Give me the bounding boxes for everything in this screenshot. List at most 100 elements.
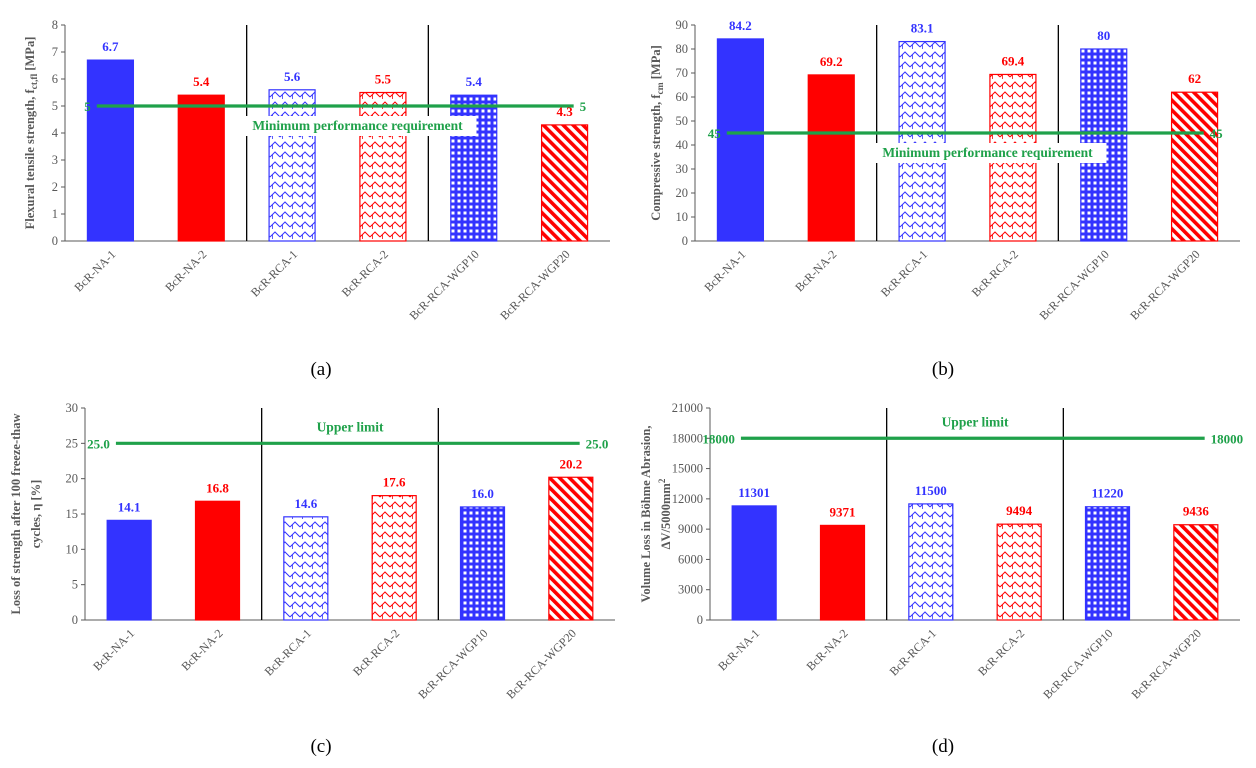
data-label: 6.7 — [102, 39, 119, 54]
y-tick-label: 10 — [676, 210, 689, 224]
y-axis-title-line2-text: cycles, η [%] — [29, 480, 43, 549]
chart-panel-b: 0 10 20 30 40 50 60 70 80 90 Compressive strength,… — [649, 18, 1240, 380]
chart-panel-c: 0 5 10 15 20 25 30 Loss of strength after 100 f… — [9, 401, 615, 757]
category-label: BcR-NA-1 — [71, 247, 118, 294]
y-axis-title-main: Flexural tensile strength, f — [23, 89, 37, 230]
y-axis-title-line2: ΔV/5000mm2 — [657, 478, 673, 549]
y-tick-label: 30 — [66, 401, 79, 415]
category-label: BcR-RCA-1 — [887, 626, 939, 678]
y-tick-label: 30 — [676, 162, 689, 176]
y-tick-label: 0 — [682, 234, 688, 248]
reference-label-right: 5 — [580, 99, 587, 114]
chart-panel-a: 0 1 2 3 4 5 6 7 8 Flexural tensile strength, fct,… — [23, 18, 610, 380]
reference-label-left: 25.0 — [87, 436, 110, 451]
data-label: 69.2 — [820, 54, 843, 69]
data-label: 14.6 — [294, 496, 317, 511]
y-tick-label: 0 — [697, 613, 703, 627]
data-label: 84.2 — [729, 18, 752, 33]
bar-bcr-na-2 — [807, 74, 855, 242]
category-label: BcR-RCA-1 — [248, 247, 300, 299]
reference-text: Upper limit — [317, 419, 384, 434]
bar-bcr-rca-wgp20 — [548, 476, 594, 621]
reference-label-left: 45 — [708, 126, 722, 141]
y-tick-label: 50 — [676, 114, 689, 128]
y-tick-label: 21000 — [672, 401, 703, 415]
data-label: 11500 — [915, 483, 947, 498]
y-tick-label: 4 — [52, 126, 59, 140]
category-label: BcR-RCA-WGP10 — [406, 247, 481, 322]
y-tick-label: 6 — [52, 72, 58, 86]
data-label: 17.6 — [383, 475, 406, 490]
y-axis-title-subscript: ct,fl — [30, 73, 40, 89]
category-label: BcR-RCA-2 — [975, 626, 1027, 678]
y-tick-label: 5 — [72, 578, 78, 592]
category-label: BcR-RCA-WGP10 — [1040, 626, 1115, 701]
data-label: 80 — [1097, 28, 1110, 43]
reference-label-left: 5 — [84, 99, 91, 114]
bar-bcr-na-2 — [194, 500, 241, 621]
reference-text-background — [238, 116, 477, 136]
y-axis-title: Compressive strength, fcm [MPa] — [649, 45, 666, 221]
bar-bcr-na-1 — [106, 519, 152, 621]
panel-caption: (c) — [310, 736, 331, 757]
y-tick-label: 2 — [52, 180, 58, 194]
data-label: 5.6 — [284, 69, 301, 84]
category-label: BcR-RCA-1 — [878, 247, 930, 299]
category-label: BcR-RCA-WGP20 — [497, 247, 572, 322]
category-label: BcR-RCA-WGP10 — [415, 626, 490, 701]
reference-label-right: 18000 — [1211, 431, 1244, 446]
category-label: BcR-RCA-WGP20 — [1129, 626, 1204, 701]
y-tick-label: 3000 — [678, 583, 703, 597]
y-axis-title-line2: cycles, η [%] — [29, 480, 43, 549]
data-label: 4.3 — [556, 104, 573, 119]
y-tick-label: 0 — [72, 613, 78, 627]
y-tick-label: 15000 — [672, 462, 703, 476]
category-label: BcR-NA-1 — [701, 247, 748, 294]
reference-text: Minimum performance requirement — [252, 118, 463, 133]
y-tick-label: 9000 — [678, 522, 703, 536]
y-tick-label: 7 — [52, 45, 58, 59]
y-tick-label: 80 — [676, 42, 689, 56]
bar-bcr-rca-wgp10 — [459, 506, 506, 621]
data-label: 20.2 — [559, 456, 582, 471]
bar-bcr-rca-2 — [371, 495, 417, 621]
data-label: 9494 — [1006, 503, 1033, 518]
bar-bcr-na-1 — [86, 59, 135, 242]
y-axis-title-main: Compressive strength, f — [649, 94, 663, 221]
category-label: BcR-NA-2 — [178, 626, 225, 673]
y-axis-title-main: Loss of strength after 100 freeze-thaw — [9, 414, 23, 615]
bar-bcr-rca-wgp20 — [1170, 91, 1219, 242]
y-axis-title-line2-text: ΔV/5000mm — [659, 483, 673, 550]
category-label: BcR-NA-2 — [162, 247, 209, 294]
category-label: BcR-RCA-2 — [969, 247, 1021, 299]
bar-bcr-na-1 — [731, 505, 777, 621]
reference-text: Upper limit — [942, 414, 1009, 429]
y-tick-label: 3 — [52, 153, 58, 167]
y-tick-label: 90 — [676, 18, 689, 32]
bar-bcr-rca-1 — [268, 89, 316, 242]
data-label: 16.0 — [471, 486, 494, 501]
bar-bcr-rca-wgp20 — [540, 124, 589, 242]
y-tick-label: 0 — [52, 234, 58, 248]
data-label: 16.8 — [206, 480, 229, 495]
y-tick-label: 20 — [676, 186, 689, 200]
y-axis-title: Volume Loss in Böhme Abrasion, — [639, 425, 653, 602]
y-axis-title-unit: [MPa] — [649, 45, 663, 82]
category-label: BcR-RCA-2 — [350, 626, 402, 678]
panel-caption: (b) — [932, 359, 954, 380]
data-label: 69.4 — [1002, 53, 1025, 68]
y-axis-title-subscript: cm — [656, 82, 666, 94]
y-tick-label: 12000 — [672, 492, 703, 506]
y-tick-label: 25 — [66, 436, 79, 450]
bar-bcr-rca-1 — [898, 40, 946, 242]
panel-caption: (d) — [932, 736, 954, 757]
y-tick-label: 18000 — [672, 431, 703, 445]
bar-bcr-rca-1 — [283, 516, 329, 621]
reference-text-background — [868, 143, 1107, 163]
y-axis-title-main: Volume Loss in Böhme Abrasion, — [639, 425, 653, 602]
bar-bcr-na-1 — [716, 38, 765, 242]
y-axis-title: Flexural tensile strength, fct,fl [MPa] — [23, 37, 40, 230]
y-axis-title-unit: [MPa] — [23, 37, 37, 74]
reference-label-right: 25.0 — [586, 436, 609, 451]
